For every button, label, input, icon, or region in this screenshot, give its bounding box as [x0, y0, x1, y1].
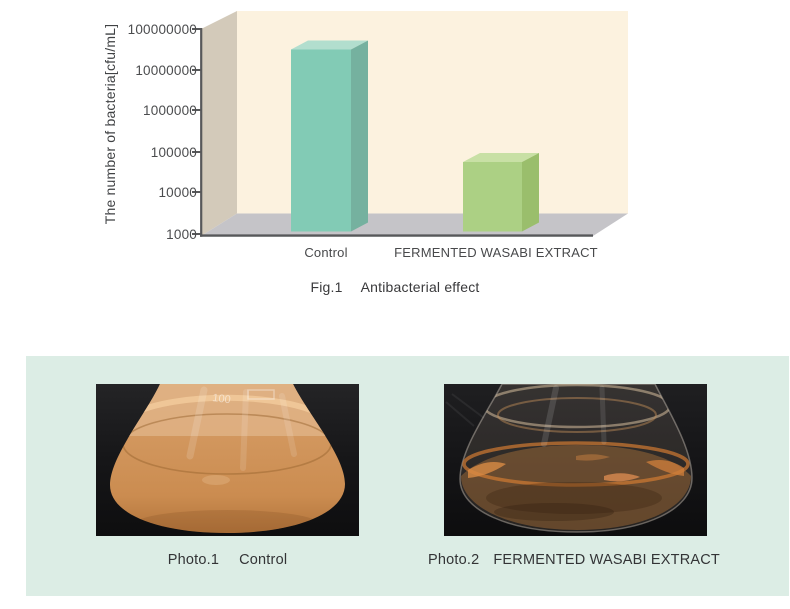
photo2-background — [444, 384, 707, 536]
photo-panel: 100 — [26, 356, 789, 596]
figure-1-caption: Fig.1 Antibacterial effect — [0, 279, 790, 295]
svg-text:100: 100 — [212, 392, 232, 406]
bar-wasabi — [463, 153, 539, 232]
y-tick-1e4: 10000 — [158, 185, 197, 200]
figure-1-caption-label: Fig.1 — [310, 279, 343, 295]
chart-axes — [192, 28, 593, 237]
figure-1-caption-title: Antibacterial effect — [360, 279, 480, 295]
bar-control-side-face — [351, 40, 368, 232]
y-tick-1e3: 1000 — [166, 227, 197, 242]
y-axis-title: The number of bacteria[cfu/mL] — [102, 23, 118, 225]
category-label-wasabi: FERMENTED WASABI EXTRACT — [394, 245, 598, 260]
photo2-fabric-texture — [445, 393, 485, 427]
bar-wasabi-front-face — [463, 162, 522, 232]
bar-control-top-face — [291, 40, 368, 50]
figure-1-chart: The number of bacteria[cfu/mL] 100000000… — [0, 11, 790, 295]
bar-chart-3d-canvas — [192, 11, 628, 237]
bar-control — [291, 40, 368, 232]
photo-2-caption: Photo.2 FERMENTED WASABI EXTRACT — [384, 552, 764, 568]
y-tick-1e7: 10000000 — [135, 63, 197, 78]
bar-wasabi-top-face — [463, 153, 539, 162]
flask2-details — [461, 384, 691, 530]
category-label-control: Control — [304, 245, 348, 260]
chart-floor — [201, 213, 628, 236]
photo-2-caption-title: FERMENTED WASABI EXTRACT — [493, 552, 720, 568]
photo-control-flask: 100 — [96, 384, 359, 536]
photo-2-caption-label: Photo.2 — [427, 552, 480, 568]
chart-side-wall — [201, 11, 237, 236]
y-tick-1e5: 100000 — [150, 145, 197, 160]
y-tick-1e8: 100000000 — [127, 22, 197, 37]
y-tick-1e6: 1000000 — [143, 103, 197, 118]
photo-wasabi-flask — [444, 384, 707, 536]
photo-1-caption-title: Control — [239, 552, 288, 568]
photo-1-caption-label: Photo.1 — [167, 552, 220, 568]
photo-1-caption: Photo.1 Control — [96, 552, 359, 568]
bar-control-front-face — [291, 49, 351, 232]
bar-wasabi-side-face — [522, 153, 539, 232]
y-axis-ticks — [192, 28, 202, 235]
